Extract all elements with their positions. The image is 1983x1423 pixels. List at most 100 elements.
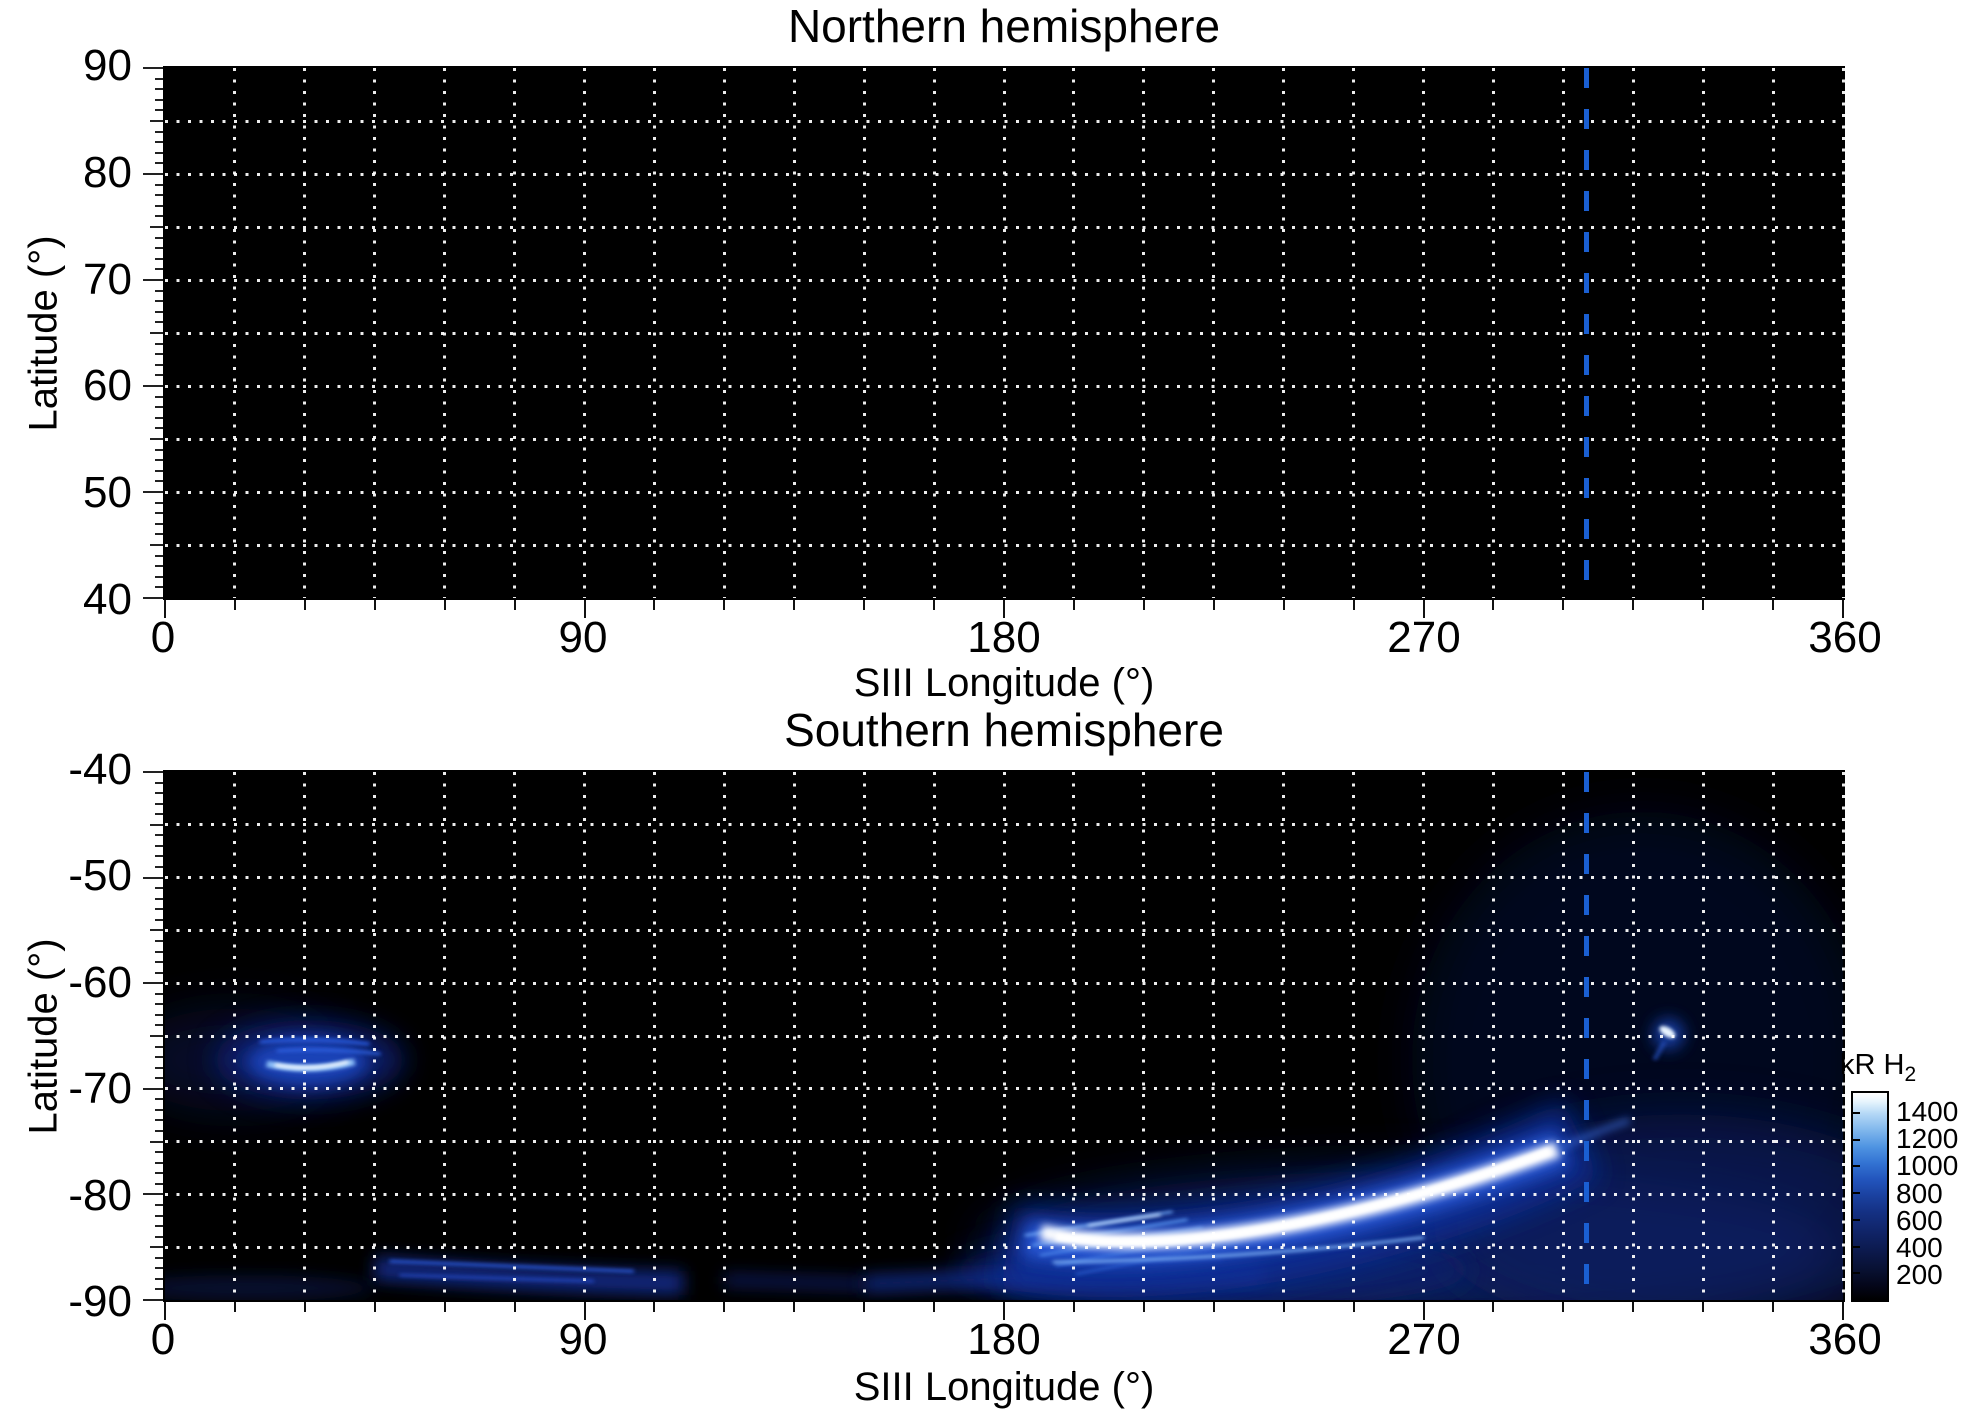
x-axis-tick bbox=[1142, 1302, 1145, 1312]
y-axis-tick bbox=[155, 215, 163, 218]
gridline-vertical bbox=[233, 68, 237, 598]
y-axis-tick bbox=[155, 781, 163, 784]
gridline-vertical bbox=[792, 68, 796, 598]
gridline-horizontal bbox=[165, 331, 1843, 335]
x-axis-tick bbox=[303, 1302, 306, 1312]
y-axis-tick bbox=[155, 522, 163, 525]
x-axis-tick bbox=[1352, 600, 1355, 610]
y-axis-tick bbox=[143, 67, 163, 69]
gridline-vertical bbox=[1072, 68, 1076, 598]
y-axis-tick bbox=[155, 1172, 163, 1175]
gridline-vertical bbox=[373, 68, 377, 598]
x-axis-tick bbox=[1492, 600, 1495, 610]
x-axis-tick bbox=[1003, 1302, 1005, 1320]
y-axis-tick bbox=[155, 1214, 163, 1217]
y-axis-tick bbox=[155, 1024, 163, 1027]
gridline-vertical bbox=[1561, 68, 1565, 598]
y-tick-label: -70 bbox=[68, 1064, 132, 1113]
x-axis-tick bbox=[583, 600, 586, 618]
y-axis-tick bbox=[143, 1087, 163, 1090]
y-axis-tick bbox=[155, 834, 163, 837]
y-axis-tick bbox=[155, 109, 163, 112]
y-axis-tick bbox=[155, 1056, 163, 1059]
y-axis-tick bbox=[155, 130, 163, 133]
y-axis-tick bbox=[155, 247, 163, 250]
y-axis-tick bbox=[155, 813, 163, 816]
x-axis-tick bbox=[373, 600, 376, 610]
panel-north-ylabel: Latitude (°) bbox=[21, 234, 66, 432]
y-axis-tick bbox=[155, 257, 163, 260]
gridline-vertical bbox=[513, 68, 517, 598]
y-axis-tick bbox=[150, 823, 163, 826]
y-tick-label: 40 bbox=[83, 575, 132, 624]
y-axis-tick bbox=[155, 1277, 163, 1280]
y-tick-label: -50 bbox=[68, 851, 132, 900]
y-tick-label: -90 bbox=[68, 1277, 132, 1326]
x-axis-tick bbox=[653, 1302, 656, 1312]
x-axis-tick bbox=[1772, 1302, 1775, 1312]
gridline-vertical bbox=[652, 68, 656, 598]
y-axis-tick bbox=[155, 395, 163, 398]
colorbar-tick-label: 1000 bbox=[1896, 1150, 1959, 1181]
y-axis-tick bbox=[155, 459, 163, 462]
x-axis-tick bbox=[443, 1302, 446, 1312]
x-axis-tick bbox=[1772, 600, 1775, 610]
colorbar-tick bbox=[1853, 1165, 1860, 1168]
y-axis-tick bbox=[155, 1182, 163, 1185]
x-axis-tick bbox=[1072, 1302, 1075, 1312]
y-axis-tick bbox=[150, 1140, 163, 1143]
southern-aurora-emission bbox=[165, 811, 1843, 1300]
gridline-vertical bbox=[1701, 68, 1705, 598]
y-axis-tick bbox=[155, 512, 163, 515]
y-axis-tick bbox=[155, 427, 163, 430]
y-tick-label: 80 bbox=[83, 148, 132, 197]
y-axis-tick bbox=[150, 929, 163, 932]
y-tick-label: 90 bbox=[83, 41, 132, 90]
colorbar-tick-label: 800 bbox=[1896, 1178, 1943, 1209]
y-axis-tick bbox=[155, 1225, 163, 1228]
y-axis-tick bbox=[155, 1235, 163, 1238]
x-axis-tick bbox=[1842, 600, 1844, 618]
y-axis-tick bbox=[143, 173, 163, 175]
y-axis-tick bbox=[155, 961, 163, 964]
panel-south-xlabel: SIII Longitude (°) bbox=[853, 1365, 1155, 1409]
y-axis-tick bbox=[155, 1267, 163, 1270]
y-axis-tick bbox=[155, 1108, 163, 1111]
y-axis-tick bbox=[155, 586, 163, 589]
x-axis-tick bbox=[933, 600, 936, 610]
x-tick-label: 90 bbox=[558, 1315, 608, 1364]
x-axis-tick bbox=[1003, 600, 1005, 618]
gridline-horizontal bbox=[165, 437, 1843, 441]
x-axis-tick bbox=[933, 1302, 936, 1312]
x-tick-label: 90 bbox=[558, 613, 608, 662]
y-axis-tick bbox=[155, 98, 163, 101]
x-axis-tick bbox=[793, 1302, 796, 1312]
colorbar-tick-label: 200 bbox=[1896, 1259, 1943, 1290]
y-axis-tick bbox=[155, 448, 163, 451]
x-axis-tick bbox=[233, 600, 236, 610]
diffuse-washes bbox=[165, 811, 1843, 1300]
grid-layer bbox=[165, 68, 1845, 598]
y-axis-tick bbox=[155, 918, 163, 921]
panel-south-ylabel: Latitude (°) bbox=[21, 937, 66, 1135]
y-tick-label: -80 bbox=[68, 1171, 132, 1220]
x-axis-tick bbox=[1212, 1302, 1215, 1312]
colorbar-tick bbox=[1853, 1218, 1860, 1221]
y-axis-tick bbox=[155, 992, 163, 995]
colorbar-tick-label: 1200 bbox=[1896, 1123, 1959, 1154]
gridline-vertical bbox=[862, 68, 866, 598]
x-tick-label: 180 bbox=[967, 613, 1041, 662]
x-axis-tick bbox=[583, 1302, 586, 1320]
colorbar bbox=[1851, 1091, 1889, 1302]
y-axis-tick bbox=[155, 321, 163, 324]
y-axis-tick bbox=[155, 565, 163, 568]
x-axis-tick bbox=[1562, 600, 1565, 610]
y-axis-tick bbox=[150, 1035, 163, 1037]
x-axis-tick bbox=[373, 1302, 376, 1312]
x-tick-label: 270 bbox=[1387, 613, 1461, 662]
x-axis-tick bbox=[1282, 600, 1285, 610]
y-axis-tick bbox=[155, 1256, 163, 1259]
y-axis-tick bbox=[155, 533, 163, 536]
x-axis-tick bbox=[1632, 1302, 1635, 1312]
panel-north-plot bbox=[143, 66, 1845, 618]
